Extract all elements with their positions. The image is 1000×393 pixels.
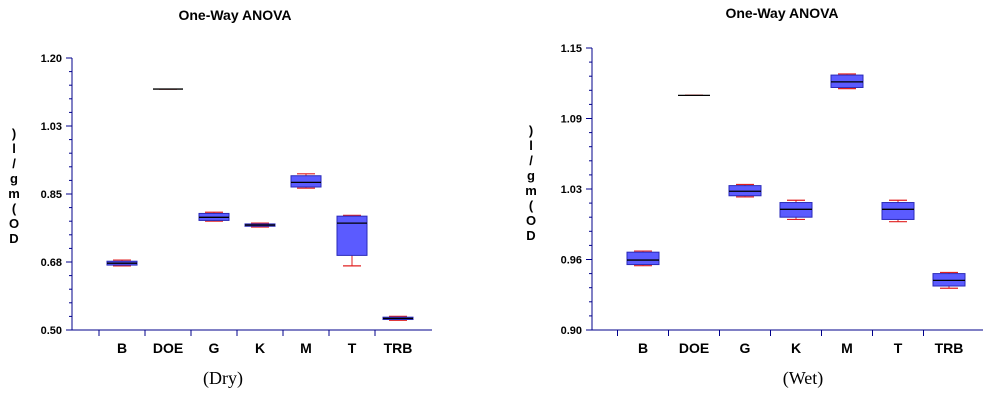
x-tick-label: G bbox=[209, 340, 220, 356]
x-tick-label: T bbox=[894, 340, 903, 356]
y-tick-label: 1.20 bbox=[41, 53, 62, 65]
chart-panel-wet: One-Way ANOVA (Wet) 1.15 1.09 1.03 0.96 0.90)l… bbox=[525, 5, 983, 389]
x-tick-label: K bbox=[791, 340, 801, 356]
y-axis-label-char: g bbox=[10, 171, 18, 186]
x-tick-label: K bbox=[255, 340, 265, 356]
chart-title: One-Way ANOVA bbox=[725, 5, 838, 21]
y-axis-label-char: D bbox=[9, 231, 18, 246]
y-tick-label: 1.03 bbox=[561, 184, 582, 196]
box-t: T bbox=[881, 199, 915, 356]
y-axis-label-char: ) bbox=[529, 123, 533, 138]
y-axis-label-char: O bbox=[9, 216, 19, 231]
box-m: M bbox=[830, 73, 864, 356]
chart-caption: (Wet) bbox=[783, 368, 824, 389]
box-doe: DOE bbox=[678, 94, 710, 356]
x-tick-label: TRB bbox=[935, 340, 964, 356]
y-axis-label-char: / bbox=[12, 156, 16, 171]
box-doe: DOE bbox=[153, 88, 183, 356]
y-tick-label: 0.96 bbox=[561, 255, 582, 267]
x-tick-label: M bbox=[300, 340, 312, 356]
box-b: B bbox=[106, 259, 138, 356]
box-trb: TRB bbox=[382, 315, 414, 356]
x-tick-label: TRB bbox=[384, 340, 413, 356]
y-axis-label-char: m bbox=[525, 183, 537, 198]
y-axis-label-char: l bbox=[12, 141, 16, 156]
box-iqr bbox=[290, 175, 322, 188]
y-axis-label-char: m bbox=[8, 186, 20, 201]
y-tick-label: 1.09 bbox=[561, 114, 582, 126]
y-tick-label: 0.90 bbox=[561, 325, 582, 337]
x-tick-label: B bbox=[638, 340, 648, 356]
x-tick-label: DOE bbox=[679, 340, 709, 356]
y-tick-label: 1.03 bbox=[41, 121, 62, 133]
y-axis-label-char: g bbox=[527, 168, 535, 183]
y-axis-label-char: / bbox=[529, 153, 533, 168]
y-axis-label-char: l bbox=[529, 138, 533, 153]
x-tick-label: DOE bbox=[153, 340, 183, 356]
box-g: G bbox=[728, 183, 762, 356]
box-k: K bbox=[779, 199, 813, 356]
chart-panel-dry: One-Way ANOVA (Dry) 1.20 1.03 0.85 0.68 0.50)l… bbox=[8, 7, 432, 389]
box-k: K bbox=[244, 222, 276, 356]
box-m: M bbox=[290, 173, 322, 356]
y-tick-label: 0.68 bbox=[41, 257, 62, 269]
y-tick-label: 1.15 bbox=[561, 43, 582, 55]
y-tick-label: 0.85 bbox=[41, 189, 62, 201]
box-trb: TRB bbox=[932, 271, 966, 356]
box-iqr bbox=[336, 215, 368, 256]
box-iqr bbox=[626, 251, 660, 266]
box-g: G bbox=[198, 211, 230, 356]
box-b: B bbox=[626, 250, 660, 356]
x-tick-label: T bbox=[348, 340, 357, 356]
x-tick-label: M bbox=[841, 340, 853, 356]
y-axis-label-char: D bbox=[526, 228, 535, 243]
y-axis-label-char: O bbox=[526, 213, 536, 228]
chart-caption: (Dry) bbox=[203, 368, 243, 389]
y-axis-label-char: ( bbox=[12, 201, 17, 216]
y-axis-label-char: ) bbox=[12, 126, 16, 141]
y-tick-label: 0.50 bbox=[41, 325, 62, 337]
box-iqr bbox=[881, 202, 915, 220]
x-tick-label: G bbox=[740, 340, 751, 356]
box-t: T bbox=[336, 214, 368, 356]
y-axis-label-char: ( bbox=[529, 198, 534, 213]
x-tick-label: B bbox=[117, 340, 127, 356]
chart-title: One-Way ANOVA bbox=[178, 7, 291, 23]
